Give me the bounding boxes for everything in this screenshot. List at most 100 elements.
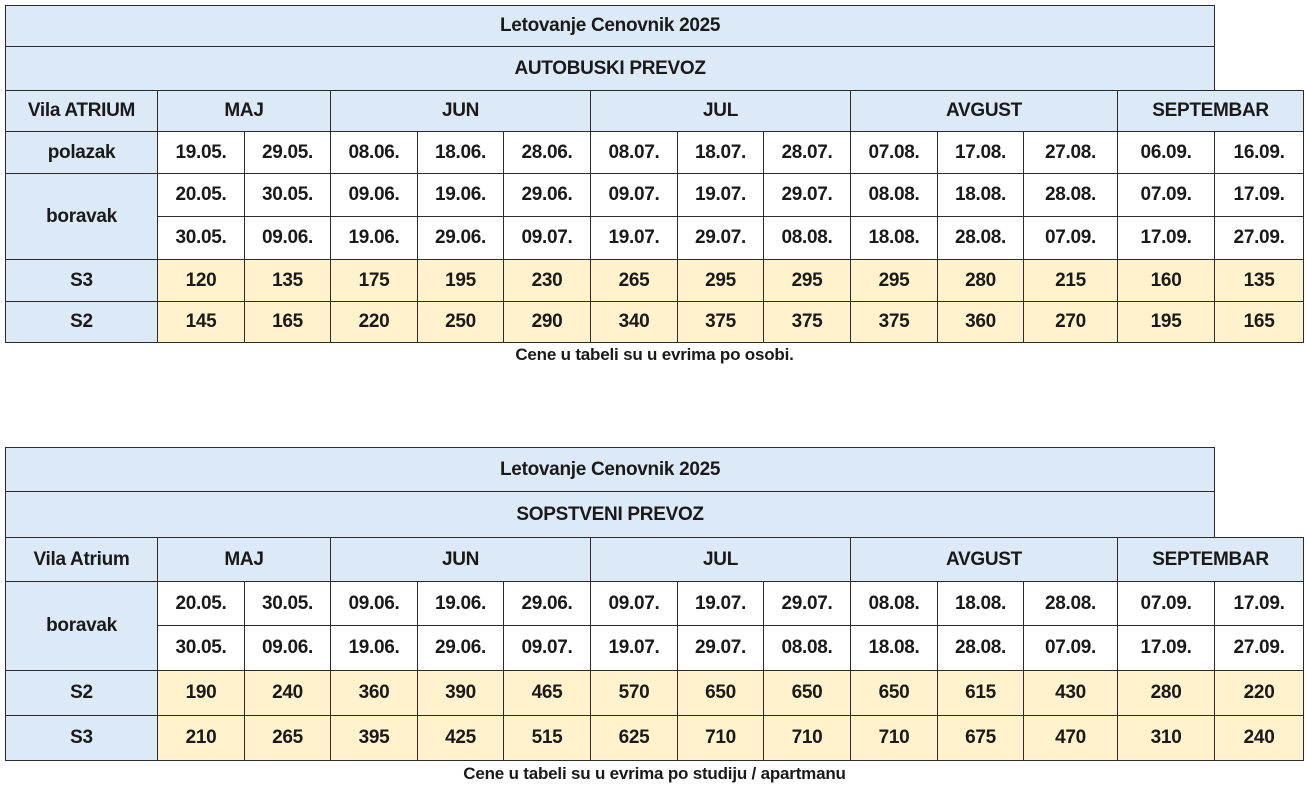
price-row: S3 120 135 175 195 230 265 295 295 295 2… xyxy=(5,259,1304,302)
date-cell: 18.06. xyxy=(417,131,504,174)
date-cell: 19.07. xyxy=(677,581,764,626)
date-cell: 29.07. xyxy=(677,216,764,260)
price-note: Cene u tabeli su u evrima po osobi. xyxy=(515,345,794,364)
hotel-name: Vila Atrium xyxy=(5,537,158,582)
price-cell: 280 xyxy=(1116,670,1216,716)
table-title: Letovanje Cenovnik 2025 xyxy=(4,5,1216,47)
price-cell: 360 xyxy=(937,301,1024,343)
price-cell: 425 xyxy=(417,715,504,761)
price-cell: 295 xyxy=(677,259,764,302)
row-label: boravak xyxy=(5,581,158,671)
departure-row: polazak 19.05. 29.05. 08.06. 18.06. 28.0… xyxy=(5,131,1304,174)
price-cell: 210 xyxy=(157,715,245,761)
date-cell: 27.08. xyxy=(1023,131,1118,174)
price-cell: 280 xyxy=(937,259,1024,302)
price-cell: 295 xyxy=(763,259,851,302)
price-cell: 375 xyxy=(850,301,938,343)
price-cell: 220 xyxy=(1214,670,1304,716)
date-cell: 17.09. xyxy=(1214,581,1304,626)
price-table-own-transport: Letovanje Cenovnik 2025 SOPSTVENI PREVOZ… xyxy=(4,447,1304,761)
row-label: polazak xyxy=(5,131,158,174)
price-cell: 360 xyxy=(330,670,418,716)
date-cell: 30.05. xyxy=(157,625,245,671)
date-cell: 28.06. xyxy=(503,131,591,174)
date-cell: 27.09. xyxy=(1214,216,1304,260)
row-label: boravak xyxy=(5,173,158,260)
date-cell: 20.05. xyxy=(157,173,245,217)
price-row: S2 145 165 220 250 290 340 375 375 375 3… xyxy=(5,301,1304,343)
date-cell: 07.09. xyxy=(1023,625,1118,671)
price-cell: 145 xyxy=(157,301,245,343)
price-cell: 265 xyxy=(244,715,331,761)
date-cell: 06.09. xyxy=(1116,131,1216,174)
date-cell: 29.06. xyxy=(503,173,591,217)
date-cell: 18.08. xyxy=(937,173,1024,217)
price-cell: 570 xyxy=(590,670,678,716)
date-cell: 28.08. xyxy=(937,625,1024,671)
price-note: Cene u tabeli su u evrima po studiju / a… xyxy=(463,764,846,783)
price-cell: 615 xyxy=(937,670,1024,716)
price-cell: 375 xyxy=(677,301,764,343)
month-header: SEPTEMBAR xyxy=(1117,90,1304,132)
price-row: S2 190 240 360 390 465 570 650 650 650 6… xyxy=(5,670,1304,716)
date-cell: 09.06. xyxy=(244,625,331,671)
price-cell: 470 xyxy=(1023,715,1118,761)
date-cell: 08.07. xyxy=(590,131,678,174)
price-cell: 710 xyxy=(677,715,764,761)
date-cell: 09.07. xyxy=(590,581,678,626)
date-cell: 09.06. xyxy=(330,173,418,217)
date-cell: 28.08. xyxy=(1023,581,1118,626)
room-type-label: S3 xyxy=(5,259,158,302)
date-cell: 30.05. xyxy=(244,581,331,626)
price-cell: 395 xyxy=(330,715,418,761)
price-cell: 340 xyxy=(590,301,678,343)
date-cell: 16.09. xyxy=(1214,131,1304,174)
price-cell: 465 xyxy=(503,670,591,716)
price-cell: 515 xyxy=(503,715,591,761)
date-cell: 29.07. xyxy=(763,173,851,217)
date-cell: 19.06. xyxy=(417,173,504,217)
date-cell: 29.06. xyxy=(417,216,504,260)
month-header: JUN xyxy=(330,90,591,132)
price-cell: 220 xyxy=(330,301,418,343)
stay-to-row: 30.05. 09.06. 19.06. 29.06. 09.07. 19.07… xyxy=(6,216,1304,260)
date-cell: 29.07. xyxy=(677,625,764,671)
price-cell: 650 xyxy=(850,670,938,716)
price-cell: 390 xyxy=(417,670,504,716)
price-cell: 650 xyxy=(677,670,764,716)
month-header: AVGUST xyxy=(850,537,1118,582)
stay-to-row: 30.05. 09.06. 19.06. 29.06. 09.07. 19.07… xyxy=(6,625,1304,671)
date-cell: 17.09. xyxy=(1214,173,1304,217)
date-cell: 19.07. xyxy=(590,216,678,260)
price-cell: 290 xyxy=(503,301,591,343)
date-cell: 18.08. xyxy=(937,581,1024,626)
table-title: Letovanje Cenovnik 2025 xyxy=(4,447,1216,492)
date-cell: 08.06. xyxy=(330,131,418,174)
date-cell: 17.08. xyxy=(937,131,1024,174)
date-cell: 19.07. xyxy=(590,625,678,671)
room-type-label: S2 xyxy=(5,301,158,343)
hotel-name: Vila ATRIUM xyxy=(5,90,158,132)
month-header: JUN xyxy=(330,537,591,582)
price-cell: 675 xyxy=(937,715,1024,761)
price-cell: 195 xyxy=(1116,301,1216,343)
date-cell: 09.07. xyxy=(503,216,591,260)
date-cell: 07.09. xyxy=(1116,581,1216,626)
price-cell: 190 xyxy=(157,670,245,716)
price-cell: 625 xyxy=(590,715,678,761)
date-cell: 28.08. xyxy=(1023,173,1118,217)
stay-from-row: boravak 20.05. 30.05. 09.06. 19.06. 29.0… xyxy=(5,173,1304,260)
price-cell: 165 xyxy=(1214,301,1304,343)
date-cell: 17.09. xyxy=(1116,216,1216,260)
date-cell: 29.07. xyxy=(763,581,851,626)
price-cell: 135 xyxy=(244,259,331,302)
price-cell: 295 xyxy=(850,259,938,302)
date-cell: 08.08. xyxy=(850,173,938,217)
price-cell: 175 xyxy=(330,259,418,302)
date-cell: 07.09. xyxy=(1023,216,1118,260)
price-cell: 240 xyxy=(244,670,331,716)
price-cell: 250 xyxy=(417,301,504,343)
date-cell: 07.08. xyxy=(850,131,938,174)
price-cell: 310 xyxy=(1116,715,1216,761)
price-row: S3 210 265 395 425 515 625 710 710 710 6… xyxy=(5,715,1304,761)
